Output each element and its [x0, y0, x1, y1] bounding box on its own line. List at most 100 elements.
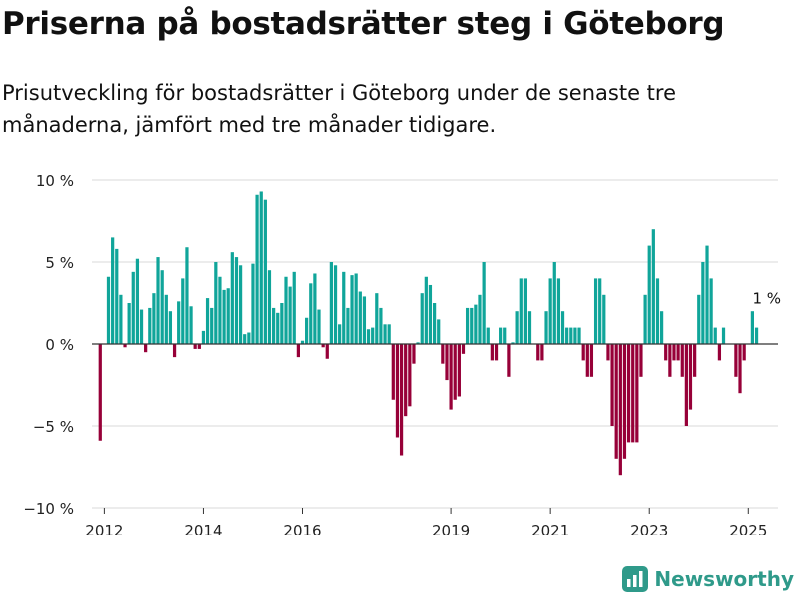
bar — [461, 344, 466, 354]
last-value-label: 1 % — [752, 290, 781, 308]
bar — [197, 344, 201, 349]
y-tick-label: 5 % — [45, 254, 74, 272]
bar — [449, 344, 453, 410]
bar — [416, 342, 420, 344]
bar — [540, 344, 544, 361]
bar — [701, 262, 705, 344]
bar — [296, 344, 300, 358]
bar — [189, 306, 193, 344]
bar — [139, 309, 144, 344]
bar — [457, 344, 461, 397]
bar — [181, 278, 185, 344]
bar — [688, 344, 693, 410]
bar — [445, 344, 449, 381]
bar — [238, 265, 243, 344]
bar — [647, 245, 651, 344]
bar — [750, 311, 754, 344]
bar — [684, 344, 688, 426]
bar — [556, 278, 561, 344]
bar — [201, 330, 206, 344]
bar — [536, 344, 540, 361]
bar — [482, 262, 486, 344]
bar — [375, 293, 379, 344]
bar — [606, 344, 610, 361]
gridlines — [92, 179, 778, 509]
bar — [280, 303, 284, 344]
bar — [404, 344, 408, 417]
newsworthy-logo-text: Newsworthy — [654, 567, 794, 591]
bar — [119, 294, 123, 344]
bar — [255, 194, 259, 344]
bar — [486, 327, 490, 344]
bar — [305, 317, 309, 344]
bar — [164, 294, 168, 344]
bar — [325, 344, 329, 359]
bar — [622, 344, 627, 459]
bar — [284, 276, 288, 344]
bar — [123, 344, 127, 348]
bar — [552, 262, 556, 344]
bar — [399, 344, 404, 456]
bar — [515, 311, 519, 344]
bar — [177, 301, 181, 344]
bar — [160, 270, 164, 344]
bar — [371, 327, 375, 344]
bar — [391, 344, 395, 400]
bar — [115, 248, 119, 344]
bar — [135, 258, 140, 344]
bar — [668, 344, 672, 377]
bar — [511, 342, 515, 344]
bar — [626, 344, 631, 443]
bars — [98, 191, 759, 476]
x-tick-label: 2025 — [729, 522, 767, 535]
chart-title: Priserna på bostadsrätter steg i Götebor… — [2, 6, 725, 42]
bar — [527, 311, 532, 344]
bar — [329, 262, 333, 344]
bar — [127, 303, 131, 344]
bar — [428, 284, 433, 344]
bar — [272, 307, 276, 344]
bar — [565, 327, 569, 344]
bar — [111, 237, 115, 344]
newsworthy-logo: Newsworthy — [622, 566, 794, 592]
y-tick-label: −5 % — [33, 418, 74, 436]
x-tick-label: 2014 — [184, 522, 222, 535]
bar — [346, 307, 350, 344]
bar — [721, 327, 726, 344]
bar — [494, 344, 499, 361]
bar — [544, 311, 548, 344]
x-axis-ticks: 2012 2014 2016 2019 2021 2023 2025 — [85, 508, 767, 535]
bar — [288, 286, 292, 344]
bar — [569, 327, 573, 344]
y-tick-label: 10 % — [36, 172, 74, 190]
bar — [651, 229, 655, 344]
bar — [354, 273, 358, 344]
bar — [395, 344, 400, 438]
bar — [259, 191, 263, 344]
bar — [309, 283, 313, 344]
bar — [478, 294, 482, 344]
bar — [350, 275, 354, 344]
bar — [548, 278, 552, 344]
bar — [664, 344, 668, 361]
bar — [263, 199, 267, 344]
bar — [432, 303, 437, 344]
bar — [420, 293, 424, 344]
bar — [507, 344, 511, 377]
bar — [379, 307, 383, 344]
bar — [172, 344, 177, 358]
x-tick-label: 2016 — [283, 522, 321, 535]
y-tick-label: 0 % — [45, 336, 74, 354]
annotations: 1 % — [752, 290, 781, 308]
bar — [490, 344, 494, 361]
bar — [589, 344, 594, 377]
bar — [470, 307, 474, 344]
bar — [519, 278, 523, 344]
bar — [313, 273, 317, 344]
bar — [577, 327, 581, 344]
bar — [680, 344, 684, 377]
bar — [292, 271, 296, 344]
bar — [643, 294, 647, 344]
bar — [362, 296, 367, 344]
bar — [342, 271, 346, 344]
